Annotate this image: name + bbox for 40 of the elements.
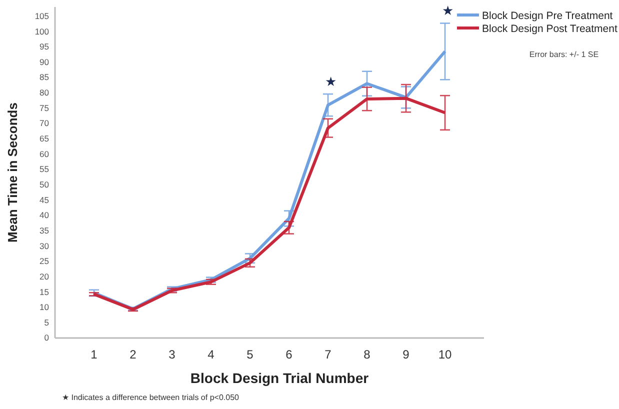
text: Error bars: +/- 1 SE (529, 50, 599, 59)
y-tick-label: 90 (40, 56, 50, 67)
y-tick-label: 0 (44, 332, 50, 343)
x-tick-label: 1 (90, 348, 98, 362)
y-tick-label: 25 (40, 256, 50, 266)
y-tick-label: 105 (34, 10, 50, 21)
legend-label: Block Design Pre Treatment (482, 10, 613, 22)
y-tick-label: 60 (40, 148, 50, 159)
y-tick-label: 30 (40, 240, 50, 251)
y-tick-label: 70 (40, 118, 50, 128)
y-tick-label: 40 (40, 210, 50, 220)
x-tick-label: 8 (364, 348, 371, 362)
y-tick-label: 5 (44, 317, 50, 328)
y-tick-label: 100 (34, 26, 50, 36)
x-tick-label: 4 (208, 348, 215, 362)
legend-label: Block Design Post Treatment (482, 23, 618, 35)
y-axis-title: Mean Time in Seconds (5, 102, 20, 242)
y-tick-label: 45 (40, 194, 50, 205)
y-tick-label: 20 (40, 271, 50, 282)
y-tick-label: 55 (40, 164, 50, 174)
x-tick-label: 9 (402, 348, 410, 362)
x-tick-label: 7 (324, 348, 332, 362)
y-tick-label: 80 (40, 88, 50, 98)
y-tick-label: 95 (40, 42, 50, 52)
annotation: ★ (325, 74, 337, 89)
x-tick-label: 5 (246, 348, 254, 362)
y-tick-label: 35 (40, 225, 50, 236)
y-tick-label: 10 (40, 302, 50, 312)
y-tick-label: 75 (40, 102, 50, 113)
annotation: ★ (442, 3, 454, 18)
x-tick-label: 10 (438, 348, 452, 362)
y-tick-label: 50 (40, 179, 50, 190)
x-tick-label: 3 (168, 348, 176, 362)
text: ★ Indicates a difference between trials of p<0.050 (62, 393, 240, 402)
y-tick-label: 65 (40, 134, 50, 144)
y-tick-label: 85 (40, 72, 50, 82)
y-tick-label: 15 (40, 286, 50, 297)
x-tick-label: 6 (286, 348, 293, 362)
x-tick-label: 2 (130, 348, 137, 362)
x-axis-title: Block Design Trial Number (190, 370, 370, 386)
